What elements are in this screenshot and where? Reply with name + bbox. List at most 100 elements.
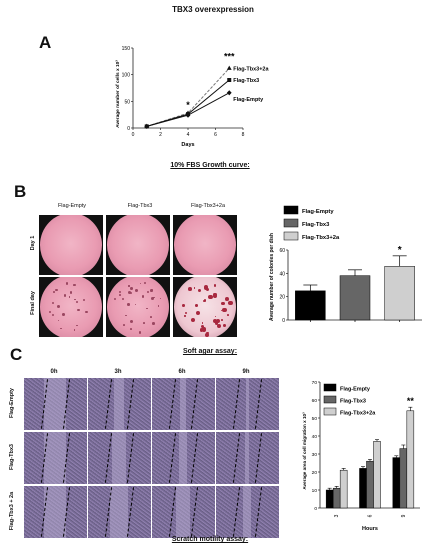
wound-edge-line	[168, 432, 177, 484]
colony-dot	[203, 298, 207, 302]
colony-dot	[146, 307, 148, 310]
y-tick-label: 20	[312, 470, 318, 476]
scratch-row-empty: Flag-Empty	[9, 388, 15, 418]
y-tick-label: 40	[312, 434, 318, 440]
colony-dot	[53, 290, 56, 293]
colony-dot	[114, 298, 117, 301]
x-tick-label: 4	[187, 132, 190, 138]
scratch-image	[152, 486, 215, 538]
panel-b-caption: Soft agar assay:	[182, 348, 238, 355]
y-tick-label: 20	[279, 295, 285, 301]
wound-area	[114, 378, 124, 430]
colony-dot	[129, 320, 133, 324]
colony-dot	[57, 319, 60, 322]
wound-edge-line	[168, 378, 177, 430]
bar	[399, 448, 408, 509]
series-label: Flag-Tbx3	[233, 78, 259, 84]
colony-bar-chart: Flag-Empty Flag-Tbx3 Flag-Tbx3+2a 0 20 40 60 Av…	[269, 205, 422, 324]
scratch-col-0h: 0h	[50, 369, 58, 375]
series-label: Flag-Empty	[233, 97, 264, 103]
x-tick-label: 9	[401, 514, 407, 517]
colony-dot	[118, 290, 121, 293]
wound-area	[112, 432, 126, 484]
wound-area	[245, 432, 249, 484]
wound-edge-line	[126, 378, 135, 430]
colony-dot	[204, 285, 209, 290]
bar	[373, 441, 381, 509]
colony-dot	[151, 297, 155, 300]
soft-agar-row-final: Final day	[30, 291, 36, 315]
wound-edge-line	[104, 378, 113, 430]
colony-dot	[213, 284, 217, 288]
wound-edge-line	[190, 378, 199, 430]
colony-dot	[52, 313, 55, 316]
legend-swatch	[323, 407, 337, 416]
colony-dot	[197, 288, 201, 292]
y-axis-label: Average number of cells x 10³	[115, 60, 121, 128]
colony-dot	[129, 327, 132, 330]
colony-dot	[48, 310, 52, 314]
colony-dot	[69, 291, 72, 294]
colony-dot	[125, 314, 127, 317]
colony-dot	[227, 314, 229, 317]
bar	[392, 457, 401, 509]
colony-dot	[194, 287, 196, 289]
significance-mark: *	[398, 245, 402, 256]
y-tick-label: 0	[127, 126, 130, 132]
soft-agar-col-empty: Flag-Empty	[57, 203, 87, 209]
scratch-image	[24, 486, 87, 538]
y-axis-label: Average area of cell migration x 10³	[302, 412, 307, 490]
scratch-col-3h: 3h	[114, 369, 122, 375]
colony-dot	[134, 303, 137, 306]
colony-dot	[129, 291, 133, 294]
wound-area	[110, 486, 128, 538]
y-tick-label: 60	[279, 248, 285, 254]
scratch-col-6h: 6h	[178, 369, 186, 375]
y-axis-label: Average number of colonies per dish	[269, 233, 275, 321]
colony-dot	[208, 294, 213, 299]
colony-dot	[68, 296, 71, 298]
scratch-image	[24, 378, 87, 430]
soft-agar-dish	[173, 277, 237, 337]
colony-dot	[77, 308, 80, 312]
wound-area	[180, 378, 186, 430]
bar	[332, 487, 341, 509]
figure-title: TBX3 overexpression	[172, 5, 254, 14]
panel-b-label: B	[14, 182, 27, 201]
scratch-image	[24, 432, 87, 484]
significance-mark: **	[407, 396, 415, 406]
colony-dot	[159, 297, 162, 299]
bar	[359, 468, 367, 509]
y-tick-label: 100	[122, 73, 131, 79]
colony-dot	[128, 285, 130, 287]
colony-dot	[143, 282, 146, 285]
colony-dot	[61, 312, 65, 316]
soft-agar-dish	[39, 277, 103, 337]
x-tick-label: 6	[214, 132, 217, 138]
colony-dot	[214, 321, 218, 325]
wound-area	[44, 432, 66, 484]
legend-swatch	[323, 395, 337, 404]
panel-a-label: A	[39, 33, 52, 52]
colony-dot	[195, 304, 198, 308]
soft-agar-dish	[173, 215, 237, 275]
panel-a-caption: 10% FBS Growth curve:	[170, 162, 250, 169]
colony-dot	[85, 310, 88, 314]
soft-agar-row-day1: Day 1	[30, 235, 36, 251]
y-tick-label: 70	[312, 380, 318, 386]
colony-dot	[184, 315, 186, 317]
legend-swatch	[283, 231, 299, 241]
wound-area	[243, 486, 251, 538]
bar	[339, 275, 371, 321]
colony-dot	[220, 310, 223, 312]
colony-dot	[74, 298, 77, 301]
colony-dot	[60, 327, 62, 330]
colony-dot	[182, 304, 185, 308]
colony-dot	[74, 329, 76, 331]
colony-dot	[157, 305, 159, 307]
colony-dot	[152, 322, 155, 325]
bar	[295, 290, 326, 321]
colony-dot	[142, 295, 145, 298]
wound-edge-line	[190, 486, 199, 538]
y-tick-label: 30	[312, 452, 318, 458]
